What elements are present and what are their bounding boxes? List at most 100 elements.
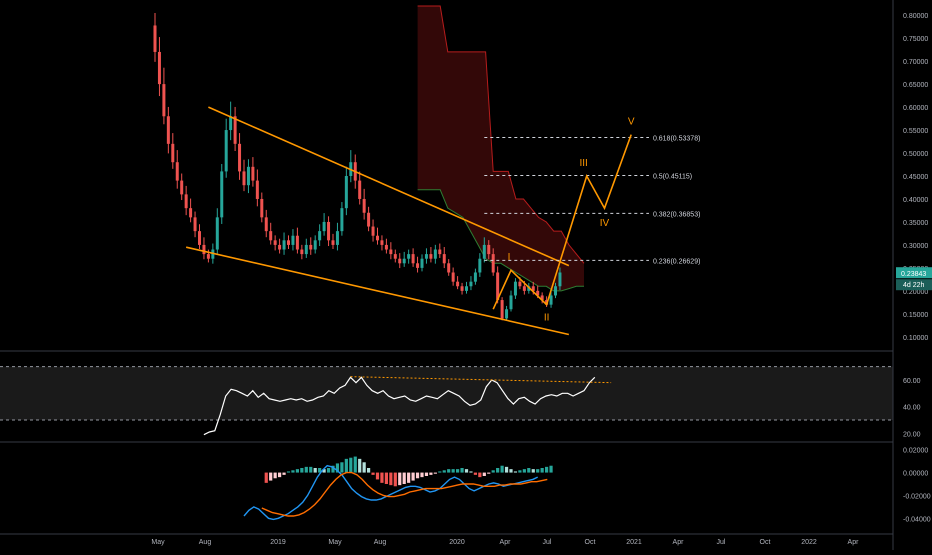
time-tick-label: Jul (717, 539, 726, 546)
candle-body (206, 254, 210, 259)
time-tick-label: 2021 (626, 539, 642, 546)
price-tick-label: 0.60000 (903, 105, 928, 112)
macd-histogram-bar (344, 458, 348, 473)
macd-histogram-bar (429, 472, 433, 475)
wave-label-1: I (508, 252, 511, 263)
macd-histogram-bar (340, 462, 344, 473)
macd-histogram-bar (460, 468, 464, 473)
macd-histogram-bar (513, 471, 518, 473)
macd-histogram-bar (269, 472, 273, 481)
cloud-span-a (417, 5, 585, 264)
macd-histogram-bar (407, 472, 411, 483)
time-tick-label: Jul (543, 539, 552, 546)
candle-body (447, 263, 451, 273)
candle-body (318, 231, 322, 241)
candle-body (522, 286, 526, 291)
price-tick-label: 0.75000 (903, 36, 928, 43)
rsi-tick-label: 60.00 (903, 378, 921, 385)
macd-histogram-bar (522, 469, 526, 473)
candle-body (215, 217, 219, 250)
candle-body (393, 254, 397, 259)
candle-body (500, 300, 504, 319)
time-tick-label: 2019 (270, 539, 286, 546)
candle-body (193, 217, 197, 232)
time-tick-label: Apr (848, 539, 860, 546)
price-tick-label: 0.70000 (903, 59, 928, 66)
candle-body (313, 240, 317, 250)
candle-body (558, 272, 562, 287)
candle-body (389, 249, 393, 255)
rsi-divergence-line (350, 376, 612, 384)
candle-body (536, 290, 540, 296)
macd-histogram-bar (282, 472, 286, 475)
macd-histogram-bar (353, 456, 357, 473)
macd-histogram-bar (491, 470, 495, 473)
price-tick-label: 0.40000 (903, 197, 928, 204)
candle-body (246, 166, 250, 186)
candle-body (295, 235, 299, 250)
price-tick-label: 0.30000 (903, 243, 928, 250)
macd-histogram-bar (402, 472, 406, 484)
candle-body (531, 286, 535, 291)
macd-histogram-bar (318, 468, 322, 473)
price-tick-label: 0.55000 (903, 128, 928, 135)
macd-histogram-bar (286, 471, 291, 473)
price-tick-label: 0.10000 (903, 335, 928, 342)
candle-body (442, 254, 446, 264)
time-tick-label: May (328, 539, 342, 546)
macd-histogram-bar (456, 469, 460, 473)
candle-body (322, 221, 326, 232)
time-tick-label: Apr (673, 539, 685, 546)
candle-body (171, 143, 175, 163)
candle-body (229, 116, 233, 131)
candle-body (451, 272, 455, 282)
candle-body (554, 286, 557, 296)
macd-histogram-bar (371, 472, 375, 475)
candle-body (224, 130, 228, 172)
candle-body (505, 309, 509, 319)
wave-label-2: II (544, 313, 550, 324)
wave-label-4: IV (600, 218, 610, 229)
macd-histogram-bar (326, 468, 331, 473)
candle-body (384, 244, 388, 250)
candle-body (300, 249, 304, 255)
candle-body (157, 51, 161, 85)
time-tick-label: 2020 (449, 539, 465, 546)
macd-histogram-bar (389, 472, 393, 486)
candle-body (304, 244, 308, 255)
lower-trendline (185, 246, 570, 336)
macd-tick-label: 0.00000 (903, 471, 928, 478)
signal-line (261, 471, 548, 517)
macd-histogram-bar (349, 457, 353, 473)
upper-trendline (208, 106, 570, 267)
candle-body (162, 84, 166, 117)
candle-body (340, 208, 344, 232)
candle-body (460, 286, 464, 291)
macd-histogram-bar (398, 472, 402, 486)
macd-histogram-bar (518, 470, 522, 473)
macd-histogram-bar (545, 466, 549, 473)
macd-histogram-bar (420, 472, 424, 478)
time-tick-label: Oct (760, 539, 771, 546)
candle-body (416, 263, 420, 268)
macd-histogram-bar (335, 463, 340, 473)
candle-body (491, 254, 495, 273)
macd-histogram-bar (433, 472, 437, 474)
macd-tick-label: 0.02000 (903, 448, 928, 455)
candle-body (291, 235, 295, 245)
elliott-wave-path (492, 134, 632, 310)
candle-body (376, 235, 379, 241)
candle-body (456, 281, 460, 287)
macd-histogram-bar (482, 472, 486, 476)
candle-body (362, 198, 366, 213)
current-price-badge (896, 267, 932, 279)
macd-histogram-bar (464, 469, 469, 473)
fib-level-label: 0.236(0.26629) (653, 258, 700, 265)
candle-body (282, 240, 286, 250)
macd-histogram-bar (478, 472, 482, 478)
candle-body (398, 258, 402, 264)
candle-body (327, 221, 331, 241)
candle-body (255, 180, 259, 199)
